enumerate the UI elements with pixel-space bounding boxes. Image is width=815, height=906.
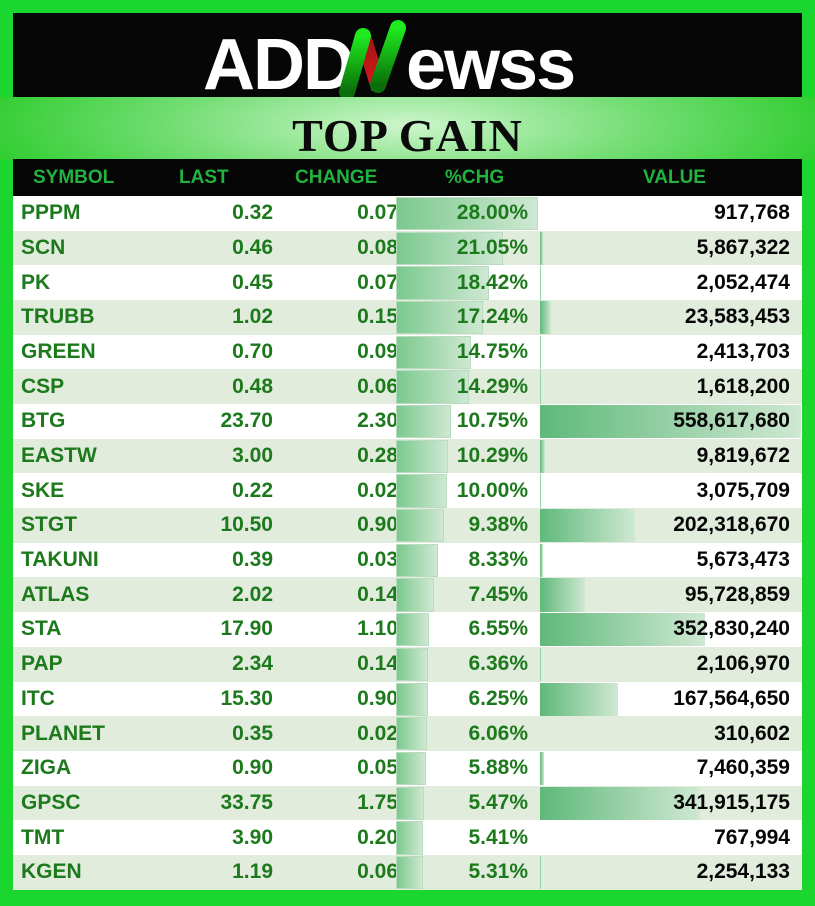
svg-text:ADD: ADD <box>203 25 353 105</box>
svg-text:ewss: ewss <box>406 25 574 105</box>
